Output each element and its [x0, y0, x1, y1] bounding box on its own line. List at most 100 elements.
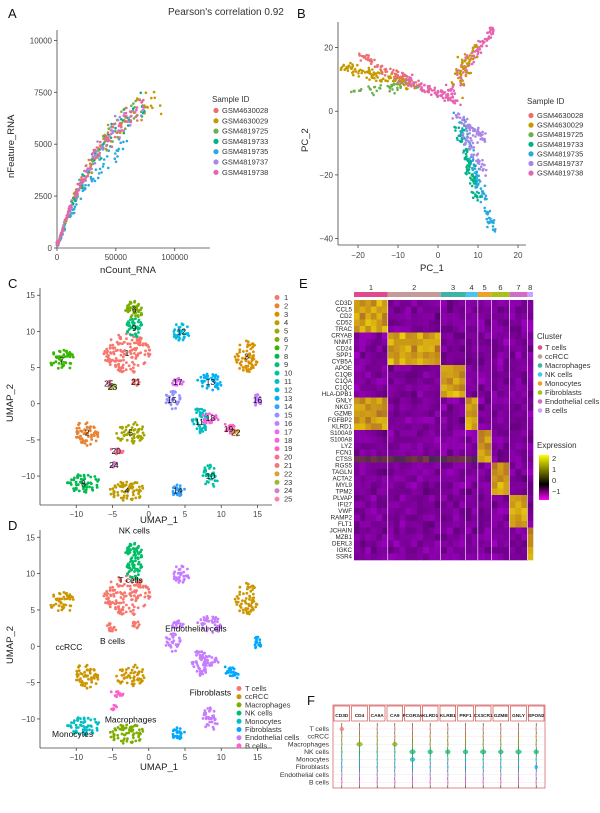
panel-e-cell: [393, 443, 400, 450]
panel-e-cell: [423, 423, 430, 431]
panel-c-point: [134, 341, 138, 345]
panel-a-point: [80, 178, 84, 182]
panel-b-point: [467, 161, 471, 165]
panel-e-cell: [509, 514, 516, 522]
panel-c-point: [144, 349, 147, 353]
panel-d-point: [118, 692, 122, 695]
panel-c-point: [125, 323, 129, 326]
panel-d-point: [111, 627, 115, 631]
panel-b-point: [479, 165, 483, 168]
panel-e-cell: [359, 430, 366, 437]
panel-f-violin: [341, 771, 343, 778]
panel-e-cell: [477, 300, 485, 307]
panel-d-point: [109, 593, 112, 597]
panel-c-point: [94, 430, 97, 433]
panel-e-cell: [453, 488, 460, 496]
panel-a-point: [142, 98, 145, 102]
panel-d-point: [132, 605, 136, 609]
panel-e-cell: [399, 488, 406, 496]
panel-e-cell: [491, 313, 498, 320]
panel-f-violin: [500, 756, 502, 763]
panel-a-point: [140, 118, 143, 122]
panel-b-point: [468, 124, 472, 127]
panel-f-violin: [429, 771, 431, 778]
panel-e-cell: [354, 469, 360, 476]
panel-e-cell: [417, 345, 424, 353]
panel-b-point: [482, 192, 486, 195]
panel-b-point: [393, 76, 397, 79]
panel-c-point: [140, 427, 144, 431]
panel-e-gene-label: CCL5: [336, 307, 352, 314]
panel-a-point: [124, 111, 128, 115]
panel-e-cell: [382, 326, 388, 333]
panel-e-cell: [370, 547, 377, 554]
panel-b-points: [339, 26, 497, 233]
panel-c-point: [175, 335, 179, 339]
panel-e-cell: [434, 488, 441, 496]
panel-f-gene-label: FCGR3A: [403, 713, 423, 719]
panel-b-point: [443, 99, 447, 102]
panel-e-cell: [521, 547, 528, 554]
panel-e-cell: [376, 488, 383, 496]
panel-e-cell: [465, 501, 472, 509]
panel-e-cell: [477, 332, 485, 340]
panel-c-point: [175, 402, 179, 406]
panel-e-cell: [465, 391, 472, 398]
panel-c-point: [238, 350, 242, 354]
panel-e-cell: [354, 319, 360, 327]
panel-e-cell: [387, 482, 394, 489]
panel-d-point: [134, 556, 137, 560]
panel-c-cluster-label: 21: [131, 377, 141, 387]
panel-e-cell: [465, 508, 472, 515]
panel-c-point: [253, 401, 257, 404]
panel-e-cell: [465, 365, 472, 372]
panel-d-point: [80, 683, 84, 687]
panel-e-expression-tick: 0: [552, 476, 556, 485]
panel-a-legend-label: GSM4819725: [222, 127, 268, 136]
panel-d-point: [181, 580, 185, 584]
panel-e-cell: [477, 319, 485, 327]
panel-e-cell: [382, 534, 388, 541]
panel-c-point: [107, 384, 111, 388]
panel-c-point: [195, 427, 199, 430]
panel-c-point: [60, 355, 63, 359]
panel-e-cell: [503, 488, 510, 496]
panel-d-point: [254, 636, 258, 639]
panel-c-point: [243, 357, 247, 361]
panel-e-cell: [382, 371, 388, 379]
panel-e-gene-label: TAGLN: [332, 469, 352, 476]
panel-e-cell: [491, 443, 498, 450]
panel-b-point: [383, 74, 387, 77]
panel-e-cell: [515, 352, 522, 359]
panel-d-point: [246, 607, 250, 610]
panel-d-point: [85, 725, 89, 729]
panel-d-point: [143, 595, 147, 599]
panel-e-cell: [477, 352, 485, 359]
panel-c-point: [204, 474, 208, 478]
panel-c-legend-swatch: [274, 454, 280, 460]
panel-a-point: [96, 154, 100, 157]
panel-e-cell: [503, 378, 510, 385]
panel-e-cell: [453, 495, 460, 502]
panel-b-point: [472, 60, 476, 64]
panel-a-point: [111, 140, 114, 143]
panel-e-cell: [503, 319, 510, 327]
panel-c-point: [125, 438, 129, 442]
panel-e-cell: [491, 345, 498, 353]
panel-b-point: [465, 165, 468, 169]
panel-d-point: [95, 726, 99, 730]
panel-e-cell: [527, 365, 534, 372]
panel-d-point: [178, 572, 182, 575]
panel-a-point: [102, 158, 106, 161]
panel-e-cell: [434, 404, 441, 411]
panel-d-point: [125, 603, 128, 607]
panel-b-point: [481, 137, 484, 140]
panel-c-point: [206, 464, 210, 468]
panel-e-cell: [405, 540, 412, 548]
panel-e-cell: [491, 521, 498, 528]
panel-e-cell: [387, 475, 394, 483]
panel-e-cell: [393, 339, 400, 346]
panel-a-point: [72, 202, 75, 205]
panel-c-point: [135, 488, 139, 492]
panel-e-cell: [370, 462, 377, 470]
